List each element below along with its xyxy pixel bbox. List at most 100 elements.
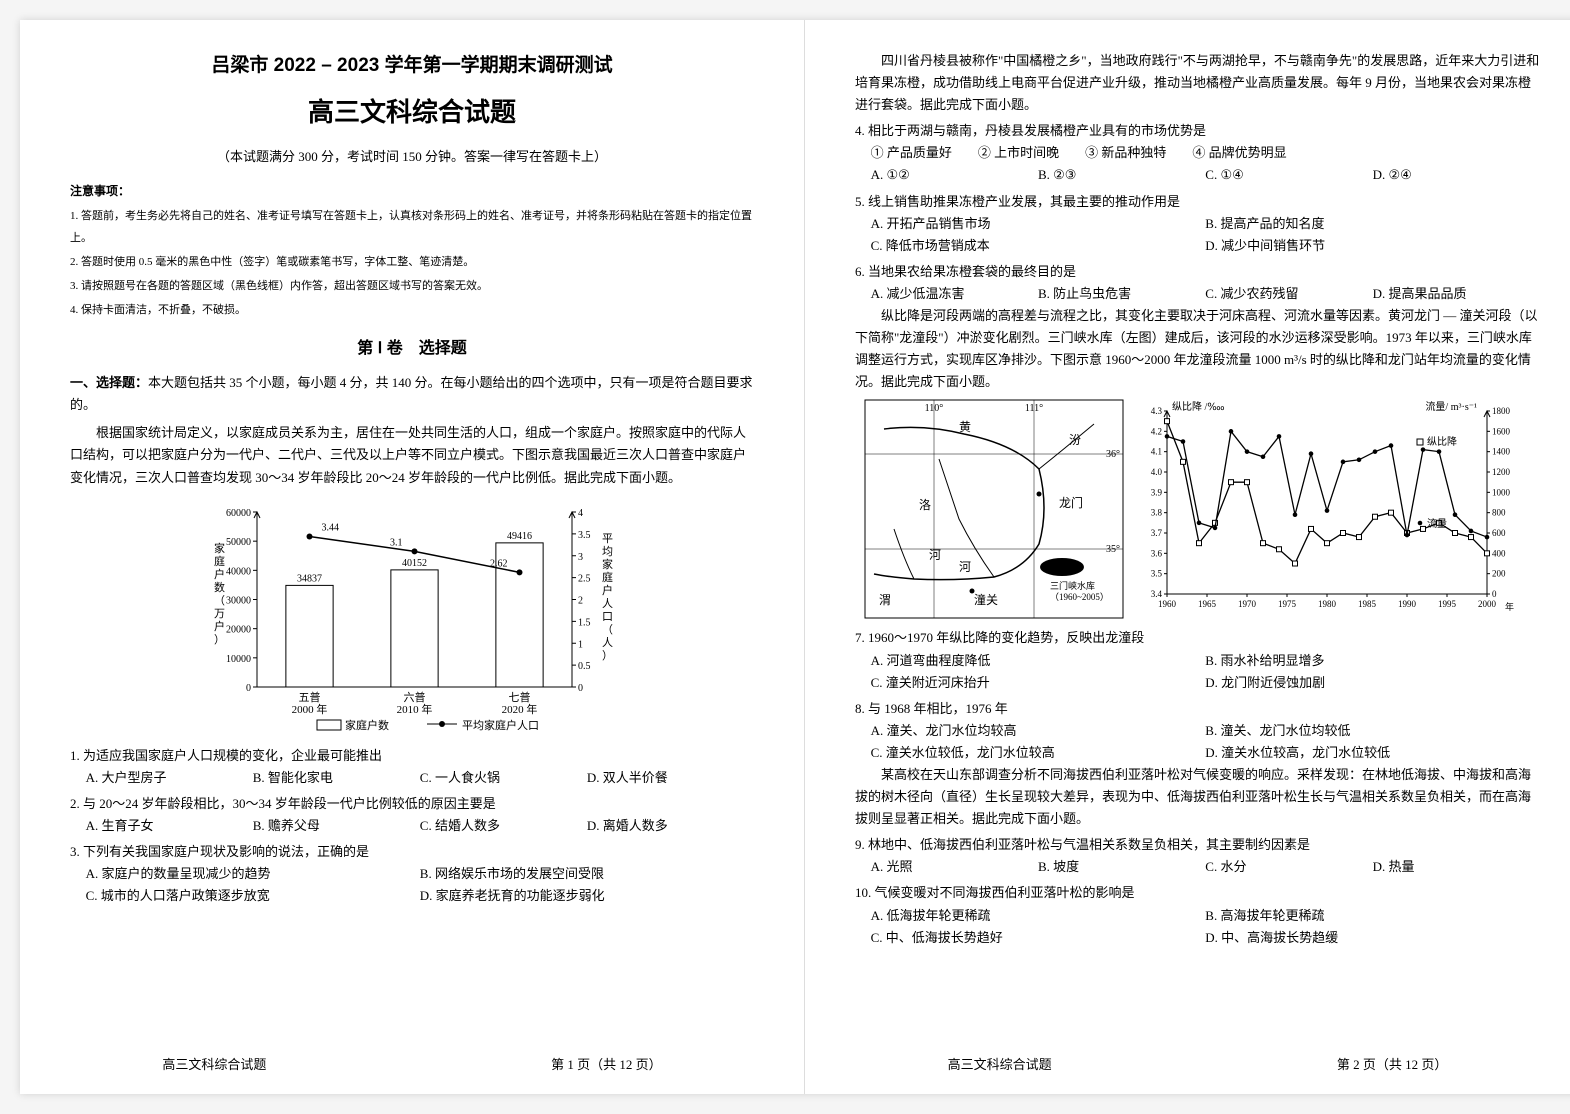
river-map: 110°111°36°35°黄汾洛河渭河潼关龙门三门峡水库（1960~2005） <box>864 399 1124 619</box>
q8-d: D. 潼关水位较高，龙门水位较低 <box>1205 742 1540 764</box>
svg-text:600: 600 <box>1492 528 1506 538</box>
svg-text:户: 户 <box>214 567 225 581</box>
svg-text:10000: 10000 <box>226 653 251 664</box>
q4-a: A. ①② <box>871 164 1038 186</box>
svg-text:数: 数 <box>214 581 225 594</box>
q3: 3. 下列有关我国家庭户现状及影响的说法，正确的是 A. 家庭户的数量呈现减少的… <box>70 841 754 907</box>
svg-text:庭: 庭 <box>602 570 613 584</box>
q9-d: D. 热量 <box>1373 856 1540 878</box>
footer-2: 高三文科综合试题 第 2 页（共 12 页） <box>805 1054 1570 1076</box>
q7-d: D. 龙门附近侵蚀加剧 <box>1205 672 1540 694</box>
q10-stem: 10. 气候变暖对不同海拔西伯利亚落叶松的影响是 <box>855 882 1540 904</box>
svg-text:0.5: 0.5 <box>578 661 591 672</box>
svg-text:3.4: 3.4 <box>1150 589 1162 599</box>
svg-text:0: 0 <box>1492 589 1497 599</box>
q9-stem: 9. 林地中、低海拔西伯利亚落叶松与气温相关系数呈负相关，其主要制约因素是 <box>855 834 1540 856</box>
svg-text:庭: 庭 <box>214 554 225 568</box>
q7: 7. 1960～1970 年纵比降的变化趋势，反映出龙潼段 A. 河道弯曲程度降… <box>855 627 1540 693</box>
map-chart-row: 110°111°36°35°黄汾洛河渭河潼关龙门三门峡水库（1960~2005）… <box>855 399 1540 619</box>
svg-text:4.3: 4.3 <box>1150 406 1162 416</box>
svg-text:六普: 六普 <box>404 690 426 704</box>
q6-a: A. 减少低温冻害 <box>871 283 1038 305</box>
q3-stem: 3. 下列有关我国家庭户现状及影响的说法，正确的是 <box>70 841 754 863</box>
q6-b: B. 防止鸟虫危害 <box>1038 283 1205 305</box>
q4-b: B. ②③ <box>1038 164 1205 186</box>
svg-text:49416: 49416 <box>507 530 532 541</box>
svg-text:1980: 1980 <box>1318 599 1337 609</box>
svg-text:3: 3 <box>578 551 583 562</box>
notice-3: 3. 请按照题号在各题的答题区域（黑色线框）内作答，超出答题区域书写的答案无效。 <box>70 275 754 297</box>
notice-heading: 注意事项： <box>70 181 754 201</box>
svg-text:纵比降 /‱: 纵比降 /‱ <box>1172 400 1225 413</box>
svg-text:110°: 110° <box>924 403 943 414</box>
q6: 6. 当地果农给果冻橙套袋的最终目的是 A. 减少低温冻害B. 防止鸟虫危害C.… <box>855 261 1540 305</box>
svg-text:0: 0 <box>578 683 583 694</box>
passage-3: 纵比降是河段两端的高程差与流程之比，其变化主要取决于河床高程、河流水量等因素。黄… <box>855 305 1540 393</box>
q3-a: A. 家庭户的数量呈现减少的趋势 <box>86 863 420 885</box>
q5: 5. 线上销售助推果冻橙产业发展，其最主要的推动作用是 A. 开拓产品销售市场B… <box>855 191 1540 257</box>
svg-text:家: 家 <box>602 557 613 571</box>
svg-text:2000 年: 2000 年 <box>292 702 328 716</box>
q8-c: C. 潼关水位较低，龙门水位较高 <box>871 742 1206 764</box>
q2-c: C. 结婚人数多 <box>420 815 587 837</box>
q10-d: D. 中、高海拔长势趋缓 <box>1205 927 1540 949</box>
page-1: 吕梁市 2022 – 2023 学年第一学期期末调研测试 高三文科综合试题 （本… <box>20 20 805 1094</box>
subtitle: （本试题满分 300 分，考试时间 150 分钟。答案一律写在答题卡上） <box>70 146 754 168</box>
svg-text:40000: 40000 <box>226 566 251 577</box>
q8-stem: 8. 与 1968 年相比，1976 年 <box>855 698 1540 720</box>
svg-text:4.2: 4.2 <box>1150 427 1161 437</box>
q4-circle-row: ① 产品质量好 ② 上市时间晚 ③ 新品种独特 ④ 品牌优势明显 <box>871 142 1540 164</box>
q8-b: B. 潼关、龙门水位均较低 <box>1205 720 1540 742</box>
q6-d: D. 提高果品品质 <box>1373 283 1540 305</box>
svg-text:家: 家 <box>214 541 225 555</box>
svg-text:3.7: 3.7 <box>1150 528 1162 538</box>
section-heading: 第 Ⅰ 卷 选择题 <box>70 335 754 362</box>
footer-name-2: 高三文科综合试题 <box>948 1054 1052 1076</box>
svg-text:潼关: 潼关 <box>974 592 998 607</box>
footer-1: 高三文科综合试题 第 1 页（共 12 页） <box>20 1054 804 1076</box>
svg-text:）: ） <box>214 633 225 646</box>
svg-text:3.6: 3.6 <box>1150 549 1162 559</box>
exam-sheet: 吕梁市 2022 – 2023 学年第一学期期末调研测试 高三文科综合试题 （本… <box>20 20 1570 1094</box>
title-line2: 高三文科综合试题 <box>70 90 754 134</box>
svg-text:20000: 20000 <box>226 624 251 635</box>
svg-text:60000: 60000 <box>226 508 251 519</box>
q10-b: B. 高海拔年轮更稀疏 <box>1205 905 1540 927</box>
q9-c: C. 水分 <box>1205 856 1372 878</box>
passage-1: 根据国家统计局定义，以家庭成员关系为主，居住在一处共同生活的人口，组成一个家庭户… <box>70 422 754 488</box>
svg-text:（: （ <box>214 594 225 607</box>
footer-page-1: 第 1 页（共 12 页） <box>551 1054 662 1076</box>
q2-a: A. 生育子女 <box>86 815 253 837</box>
svg-text:3.8: 3.8 <box>1150 508 1162 518</box>
q9-b: B. 坡度 <box>1038 856 1205 878</box>
q4-circles: ① 产品质量好 ② 上市时间晚 ③ 新品种独特 ④ 品牌优势明显 <box>855 142 1540 164</box>
svg-text:2010 年: 2010 年 <box>397 702 433 716</box>
q3-d: D. 家庭养老抚育的功能逐步弱化 <box>420 885 754 907</box>
q10-a: A. 低海拔年轮更稀疏 <box>871 905 1206 927</box>
svg-text:河: 河 <box>929 548 941 562</box>
lead-text: 本大题包括共 35 个小题，每小题 4 分，共 140 分。在每小题给出的四个选… <box>70 375 753 412</box>
svg-text:800: 800 <box>1492 508 1506 518</box>
svg-text:平均家庭户人口: 平均家庭户人口 <box>462 718 539 732</box>
q5-a: A. 开拓产品销售市场 <box>871 213 1206 235</box>
svg-text:家庭户数: 家庭户数 <box>345 718 389 732</box>
svg-text:流量: 流量 <box>1427 517 1447 530</box>
svg-text:30000: 30000 <box>226 595 251 606</box>
q7-stem: 7. 1960～1970 年纵比降的变化趋势，反映出龙潼段 <box>855 627 1540 649</box>
svg-text:五普: 五普 <box>299 690 321 704</box>
svg-text:2: 2 <box>578 595 583 606</box>
svg-text:龙门: 龙门 <box>1059 495 1083 510</box>
svg-text:35°: 35° <box>1106 544 1120 555</box>
svg-text:）: ） <box>602 649 613 662</box>
svg-text:汾: 汾 <box>1069 433 1081 447</box>
q1: 1. 为适应我国家庭户人口规模的变化，企业最可能推出 A. 大户型房子B. 智能… <box>70 745 754 789</box>
svg-text:1: 1 <box>578 639 583 650</box>
q1-d: D. 双人半价餐 <box>587 767 754 789</box>
q3-c: C. 城市的人口落户政策逐步放宽 <box>86 885 420 907</box>
svg-text:口: 口 <box>602 611 613 623</box>
q2-b: B. 赡养父母 <box>253 815 420 837</box>
svg-text:1995: 1995 <box>1438 599 1457 609</box>
q3-b: B. 网络娱乐市场的发展空间受限 <box>420 863 754 885</box>
svg-text:1990: 1990 <box>1398 599 1417 609</box>
svg-text:均: 均 <box>602 545 613 558</box>
